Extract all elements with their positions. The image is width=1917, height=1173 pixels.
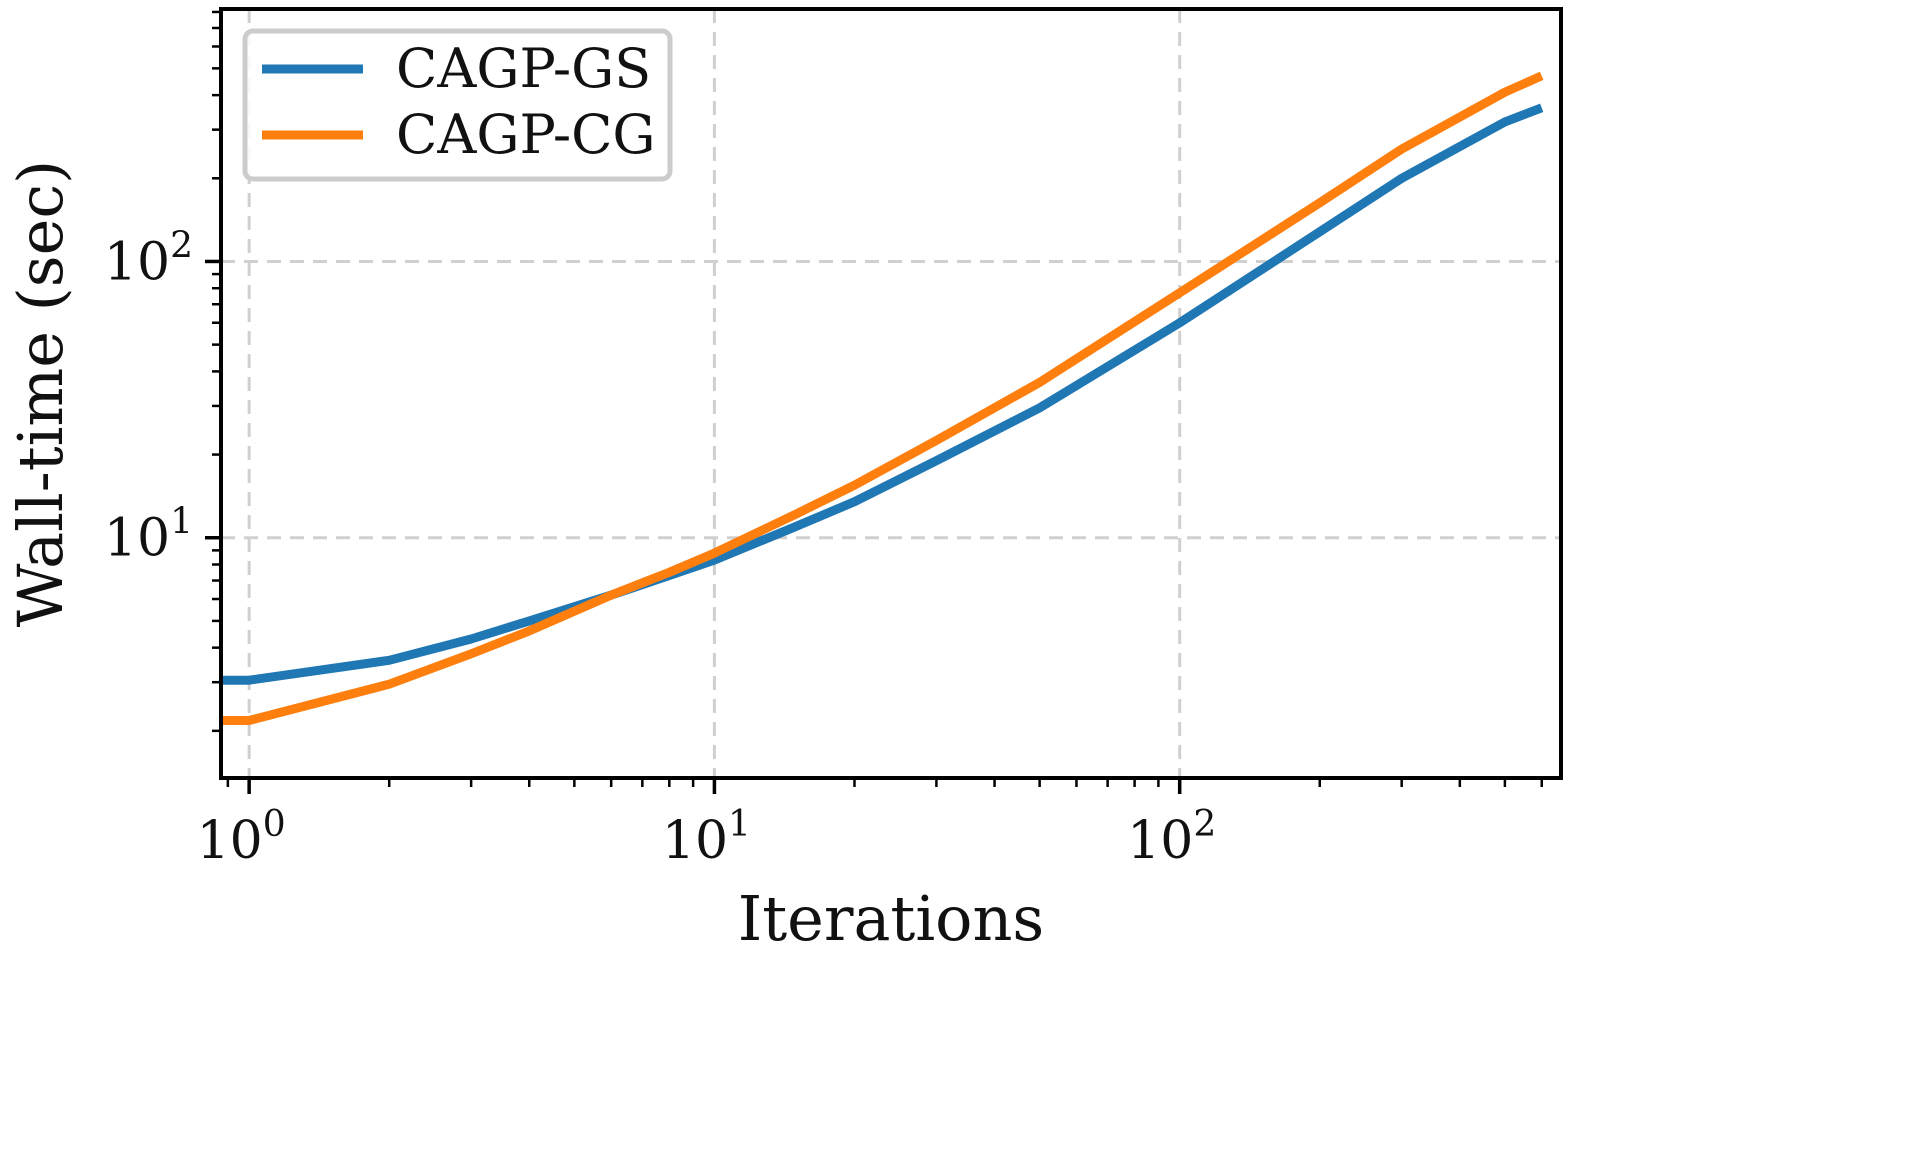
y-tick-label: 102 xyxy=(104,225,193,292)
tick-labels: 100 101 102 101 102 xyxy=(104,225,1216,871)
series-line-cagp-cg xyxy=(221,71,1544,725)
y-tick-label: 101 xyxy=(104,502,193,569)
x-axis-label: Iterations xyxy=(738,882,1045,955)
x-tick-label: 100 xyxy=(197,804,286,871)
legend-label-cagp-cg: CAGP-CG xyxy=(396,103,656,166)
x-tick-label: 102 xyxy=(1127,804,1216,871)
x-tick-label: 101 xyxy=(662,804,751,871)
series-line-cagp-gs xyxy=(221,103,1544,685)
plot-frame xyxy=(219,7,1563,780)
legend: CAGP-GS CAGP-CG xyxy=(242,28,673,182)
y-axis-label: Wall-time (sec) xyxy=(4,160,77,627)
legend-label-cagp-gs: CAGP-GS xyxy=(396,37,651,100)
series-lines xyxy=(221,71,1544,725)
